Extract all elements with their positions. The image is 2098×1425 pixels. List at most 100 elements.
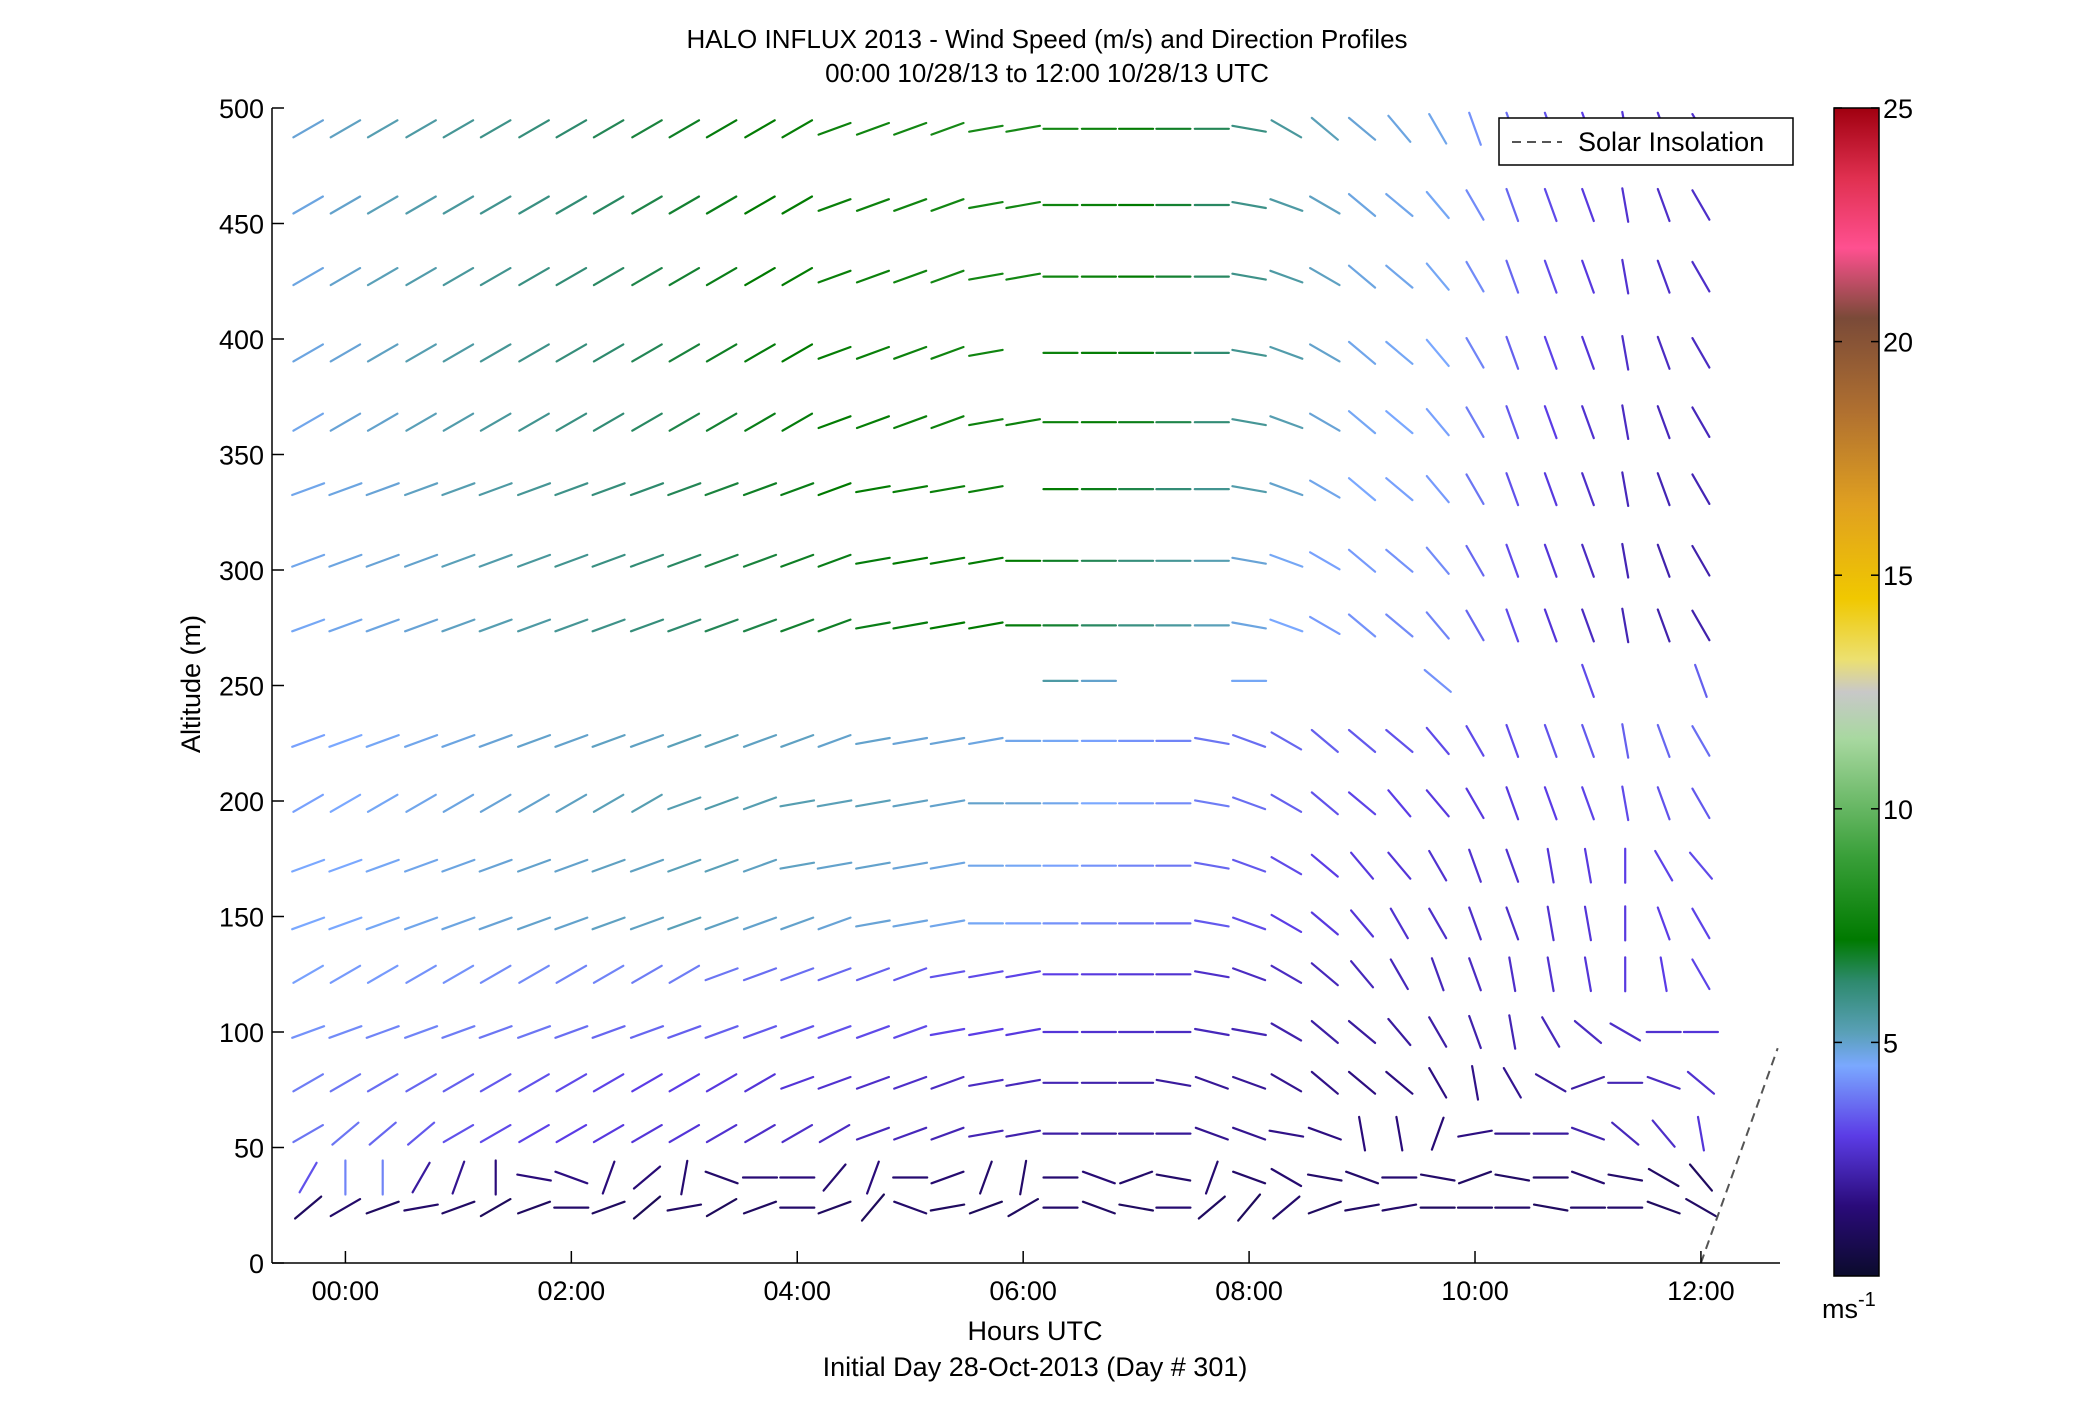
wind-barb bbox=[930, 415, 965, 430]
wind-barb bbox=[1347, 548, 1377, 573]
wind-barb bbox=[291, 482, 326, 497]
wind-barb bbox=[1081, 1200, 1116, 1215]
wind-barb bbox=[704, 796, 739, 811]
wind-barb bbox=[1231, 201, 1267, 210]
wind-barb bbox=[817, 733, 852, 748]
wind-barb bbox=[1231, 916, 1267, 931]
axes: 0 50 100 150 200 250 300 350 400 450 500 00:00 02:00… bbox=[219, 94, 1780, 1306]
wind-barb bbox=[817, 1075, 852, 1090]
wind-barb bbox=[1204, 1160, 1219, 1195]
wind-barb bbox=[744, 1123, 776, 1144]
wind-barb bbox=[1430, 957, 1445, 992]
legend-label-solar-insolation: Solar Insolation bbox=[1578, 127, 1764, 157]
wind-barb bbox=[1468, 906, 1482, 941]
y-tick-label: 50 bbox=[234, 1134, 264, 1164]
wind-barb bbox=[816, 799, 853, 808]
wind-barb bbox=[516, 858, 552, 873]
wind-barb bbox=[1543, 543, 1558, 578]
wind-barb bbox=[1005, 1078, 1042, 1087]
wind-barb bbox=[1656, 187, 1671, 223]
wind-barb bbox=[1310, 911, 1339, 936]
y-tick-label: 350 bbox=[219, 441, 264, 471]
wind-barb bbox=[1691, 907, 1711, 940]
wind-barb bbox=[478, 1025, 513, 1039]
wind-barb bbox=[1465, 337, 1485, 369]
wind-barb bbox=[291, 916, 326, 931]
wind-barb bbox=[817, 345, 852, 360]
wind-barb bbox=[1231, 418, 1267, 427]
wind-barb bbox=[592, 412, 625, 432]
wind-barb bbox=[1197, 1195, 1226, 1220]
wind-barb bbox=[518, 195, 550, 215]
wind-barb bbox=[405, 793, 437, 813]
wind-barb bbox=[742, 967, 778, 982]
wind-barb bbox=[1647, 1167, 1680, 1188]
wind-barb bbox=[817, 916, 852, 931]
wind-barb bbox=[366, 267, 399, 287]
wind-barb bbox=[1505, 472, 1520, 507]
wind-barb bbox=[1347, 613, 1377, 638]
wind-barb bbox=[554, 482, 589, 497]
wind-barb bbox=[1465, 406, 1485, 438]
wind-barb bbox=[1193, 861, 1230, 870]
wind-barb bbox=[781, 195, 814, 215]
y-tick-label: 150 bbox=[219, 903, 264, 933]
wind-barb bbox=[328, 618, 363, 633]
wind-barb bbox=[822, 1163, 847, 1192]
wind-barb bbox=[591, 733, 626, 748]
wind-barb bbox=[1268, 1129, 1305, 1138]
wind-barb bbox=[292, 267, 324, 287]
wind-barb bbox=[1231, 621, 1267, 630]
wind-barb bbox=[1310, 728, 1339, 754]
wind-barb bbox=[742, 482, 778, 497]
wind-barb bbox=[1457, 1129, 1493, 1138]
wind-barb bbox=[1194, 1075, 1229, 1090]
y-axis-label: Altitude (m) bbox=[176, 615, 206, 753]
wind-barb bbox=[1581, 472, 1595, 507]
wind-barb bbox=[442, 1073, 475, 1093]
wind-barb bbox=[601, 1160, 616, 1195]
wind-barb bbox=[705, 1073, 738, 1093]
wind-barb bbox=[780, 967, 815, 982]
wind-barb bbox=[1691, 958, 1711, 991]
wind-barb bbox=[1270, 119, 1303, 139]
wind-barb bbox=[1465, 260, 1485, 293]
wind-barb bbox=[555, 1123, 588, 1144]
wind-barb bbox=[555, 195, 588, 215]
wind-barb bbox=[855, 485, 891, 494]
wind-barb bbox=[366, 343, 399, 363]
wind-barb bbox=[365, 482, 400, 497]
wind-barb bbox=[1425, 262, 1450, 291]
wind-barb bbox=[1505, 405, 1520, 440]
wind-barb bbox=[705, 1123, 738, 1144]
wind-barb bbox=[631, 793, 663, 813]
wind-barb bbox=[1270, 1073, 1303, 1093]
wind-barb bbox=[365, 1025, 400, 1039]
wind-barb bbox=[1581, 259, 1595, 294]
wind-barb bbox=[1231, 858, 1267, 873]
wind-barb bbox=[442, 793, 475, 813]
y-tick-label: 200 bbox=[219, 787, 264, 817]
wind-barb bbox=[667, 858, 702, 873]
wind-barb bbox=[1505, 848, 1520, 883]
wind-barb bbox=[516, 482, 552, 497]
wind-barb bbox=[1308, 195, 1341, 215]
wind-barb bbox=[1621, 187, 1630, 223]
wind-barb bbox=[1349, 851, 1375, 880]
wind-barb bbox=[1307, 1126, 1342, 1141]
colorbar-unit-exponent: -1 bbox=[1858, 1289, 1876, 1311]
wind-barb bbox=[893, 967, 928, 982]
wind-barb bbox=[1543, 472, 1558, 507]
wind-barb bbox=[1389, 958, 1409, 991]
wind-barb bbox=[1310, 1070, 1339, 1095]
x-tick-label: 00:00 bbox=[312, 1276, 380, 1306]
wind-barb bbox=[779, 861, 816, 870]
wind-barb bbox=[930, 121, 965, 136]
wind-barb bbox=[632, 1165, 662, 1190]
wind-barb bbox=[705, 343, 738, 363]
wind-barb bbox=[1231, 796, 1267, 811]
wind-barb bbox=[742, 916, 778, 931]
wind-barb bbox=[1272, 1195, 1301, 1220]
wind-barb bbox=[516, 733, 552, 748]
